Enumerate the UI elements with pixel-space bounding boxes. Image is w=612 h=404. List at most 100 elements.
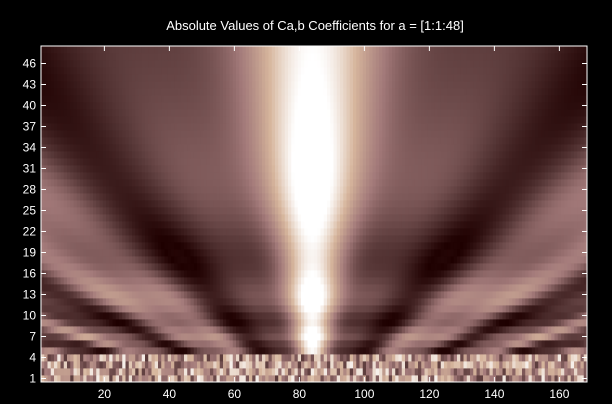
heatmap-cell: [307, 333, 312, 341]
heatmap-cell: [473, 347, 477, 355]
heatmap-cell: [450, 361, 455, 369]
heatmap-cell: [239, 284, 243, 292]
heatmap-cell: [418, 228, 422, 236]
heatmap-cell: [304, 207, 308, 215]
heatmap-cell: [528, 228, 533, 236]
heatmap-cell: [125, 207, 130, 215]
heatmap-cell: [346, 270, 351, 278]
heatmap-cell: [171, 277, 175, 285]
heatmap-cell: [522, 326, 526, 334]
heatmap-cell: [483, 270, 487, 278]
heatmap-cell: [307, 235, 312, 243]
heatmap-cell: [119, 270, 123, 278]
heatmap-cell: [291, 361, 295, 369]
heatmap-cell: [489, 284, 494, 292]
heatmap-cell: [232, 235, 237, 243]
heatmap-cell: [447, 193, 451, 201]
heatmap-cell: [564, 263, 568, 271]
heatmap-cell: [239, 326, 243, 334]
heatmap-cell: [252, 172, 256, 180]
heatmap-cell: [112, 340, 117, 348]
heatmap-cell: [398, 242, 403, 250]
heatmap-cell: [138, 368, 143, 376]
heatmap-cell: [548, 193, 552, 201]
heatmap-cell: [60, 179, 65, 187]
heatmap-cell: [99, 270, 104, 278]
heatmap-cell: [385, 340, 390, 348]
heatmap-cell: [281, 319, 286, 327]
heatmap-cell: [463, 319, 468, 327]
heatmap-cell: [119, 277, 123, 285]
heatmap-cell: [249, 305, 253, 313]
heatmap-cell: [271, 368, 276, 376]
heatmap-cell: [219, 298, 224, 306]
heatmap-cell: [385, 179, 390, 187]
heatmap-cell: [145, 305, 149, 313]
heatmap-cell: [544, 263, 549, 271]
heatmap-cell: [161, 354, 165, 362]
heatmap-cell: [577, 200, 581, 208]
heatmap-cell: [551, 319, 555, 327]
heatmap-cell: [86, 368, 91, 376]
heatmap-cell: [499, 270, 503, 278]
heatmap-cell: [236, 256, 240, 264]
heatmap-cell: [284, 263, 289, 271]
heatmap-cell: [327, 214, 331, 222]
heatmap-cell: [505, 305, 510, 313]
heatmap-cell: [551, 368, 555, 376]
heatmap-cell: [164, 263, 169, 271]
heatmap-cell: [245, 256, 250, 264]
heatmap-cell: [567, 228, 572, 236]
heatmap-cell: [447, 228, 451, 236]
heatmap-cell: [492, 298, 497, 306]
heatmap-cell: [161, 340, 165, 348]
heatmap-cell: [70, 354, 74, 362]
heatmap-cell: [141, 179, 146, 187]
heatmap-cell: [73, 333, 78, 341]
heatmap-cell: [512, 354, 516, 362]
heatmap-cell: [297, 263, 302, 271]
heatmap-cell: [554, 207, 559, 215]
heatmap-cell: [320, 340, 325, 348]
heatmap-cell: [356, 347, 360, 355]
heatmap-cell: [193, 312, 198, 320]
heatmap-cell: [577, 228, 581, 236]
heatmap-cell: [304, 298, 308, 306]
heatmap-cell: [67, 193, 71, 201]
heatmap-cell: [515, 214, 520, 222]
heatmap-cell: [314, 221, 318, 229]
heatmap-cell: [67, 249, 71, 257]
heatmap-cell: [268, 354, 273, 362]
heatmap-cell: [50, 249, 55, 257]
heatmap-cell: [580, 214, 585, 222]
heatmap-cell: [141, 172, 146, 180]
heatmap-cell: [83, 186, 87, 194]
heatmap-cell: [512, 361, 516, 369]
heatmap-cell: [544, 186, 549, 194]
heatmap-cell: [528, 375, 533, 383]
heatmap-cell: [401, 298, 406, 306]
heatmap-cell: [154, 172, 159, 180]
heatmap-cell: [577, 284, 581, 292]
heatmap-cell: [171, 361, 175, 369]
heatmap-cell: [531, 242, 536, 250]
heatmap-cell: [509, 319, 513, 327]
heatmap-cell: [538, 319, 542, 327]
heatmap-cell: [119, 333, 123, 341]
heatmap-cell: [210, 186, 214, 194]
heatmap-cell: [122, 326, 126, 334]
heatmap-cell: [288, 326, 292, 334]
heatmap-cell: [135, 221, 139, 229]
heatmap-cell: [320, 179, 325, 187]
heatmap-cell: [171, 375, 175, 383]
heatmap-cell: [184, 319, 188, 327]
heatmap-cell: [424, 298, 429, 306]
heatmap-cell: [93, 340, 97, 348]
heatmap-cell: [177, 242, 182, 250]
heatmap-cell: [96, 214, 100, 222]
heatmap-cell: [294, 347, 299, 355]
heatmap-cell: [239, 340, 243, 348]
heatmap-cell: [281, 333, 286, 341]
heatmap-cell: [125, 340, 130, 348]
heatmap-cell: [359, 368, 364, 376]
